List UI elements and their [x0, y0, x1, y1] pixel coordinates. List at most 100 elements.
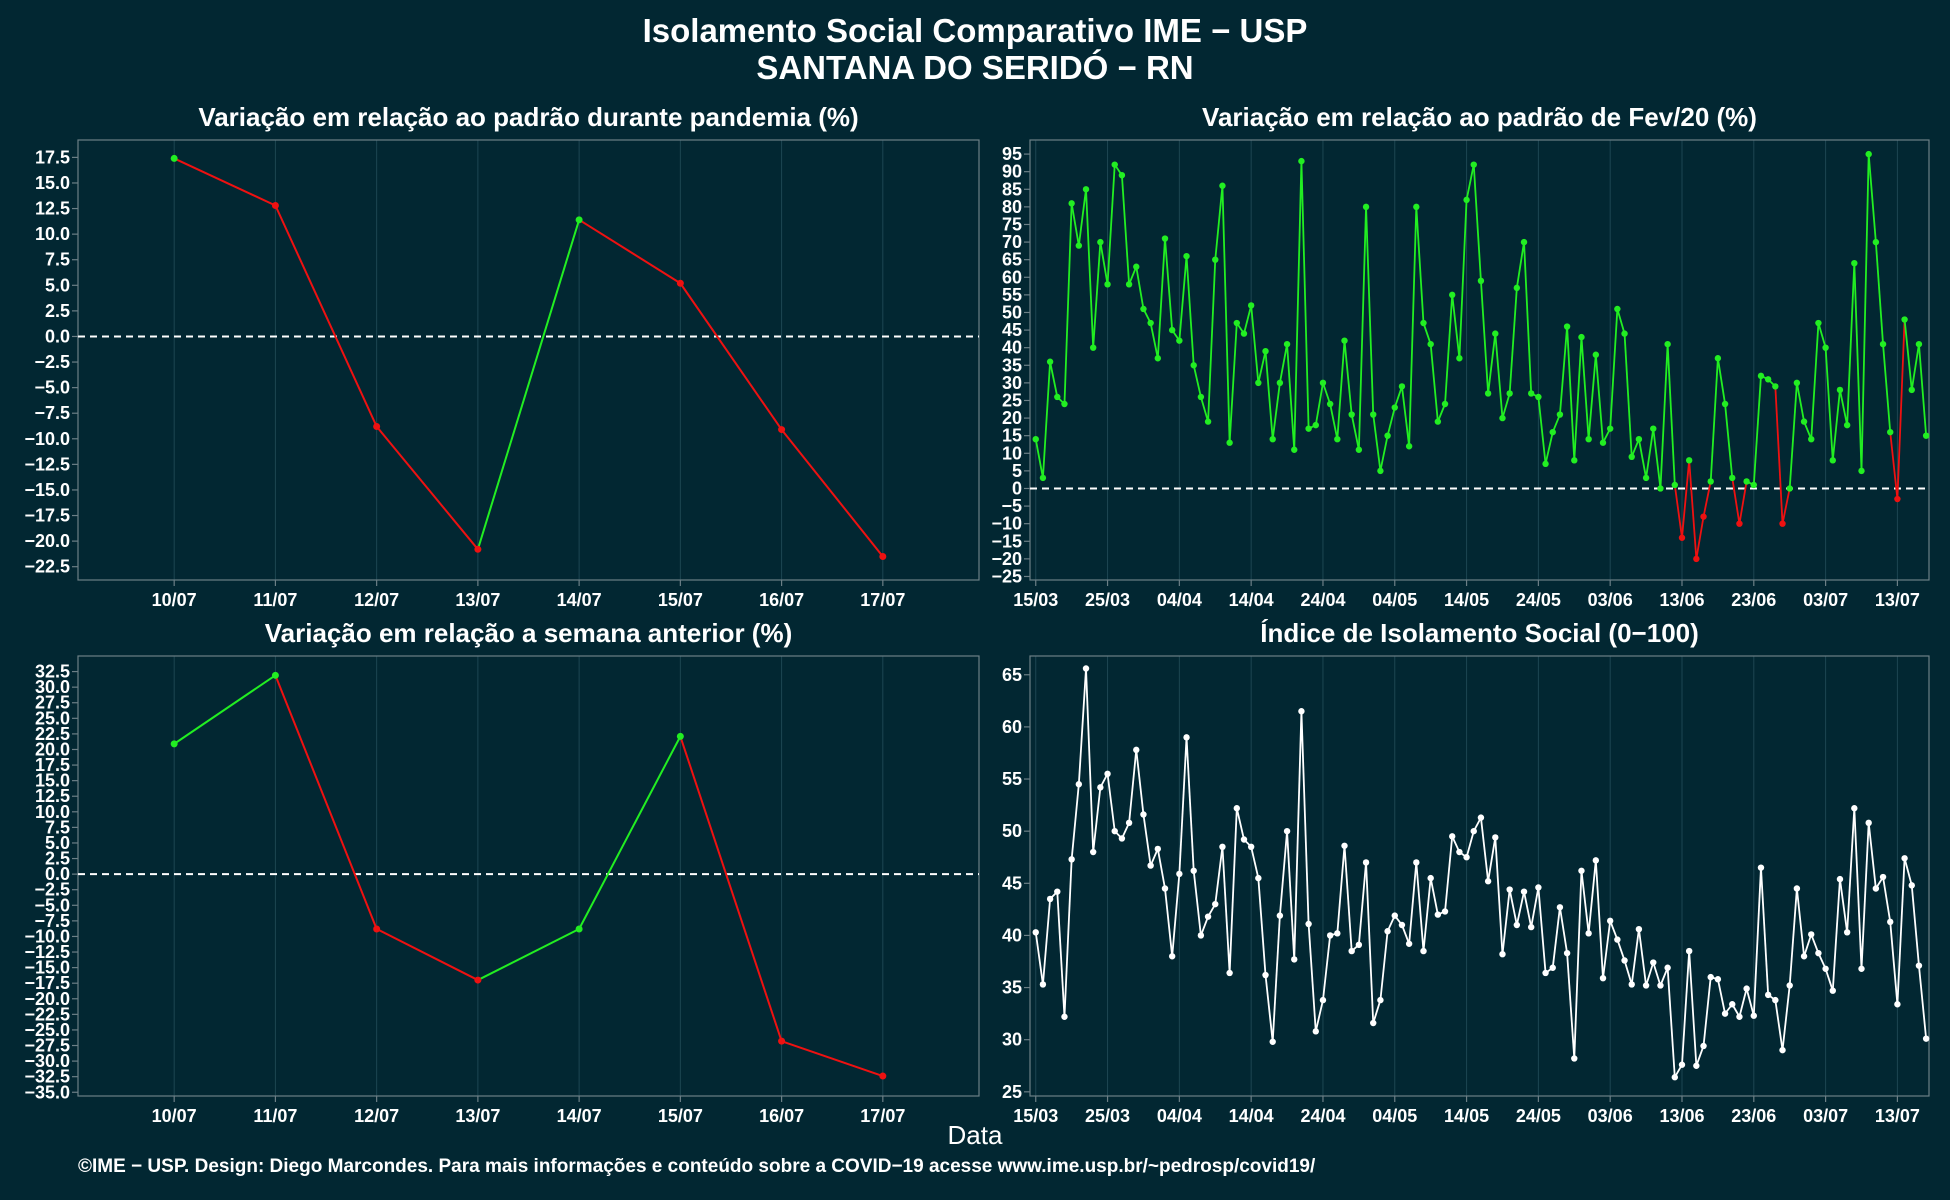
data-point [1772, 383, 1779, 390]
series-segment [1882, 876, 1892, 923]
series-segment [1781, 985, 1791, 1051]
data-point [1635, 925, 1643, 933]
data-point [1764, 991, 1772, 999]
y-tick-label: −35.0 [24, 1082, 70, 1102]
series-segment [1645, 428, 1655, 479]
series-segment [1444, 294, 1454, 405]
y-tick-label: −7.5 [34, 911, 70, 931]
data-point [1527, 390, 1535, 397]
data-point [1233, 805, 1240, 812]
data-point [1161, 885, 1169, 892]
data-point [1197, 393, 1205, 401]
data-point [1492, 834, 1499, 841]
series-segment [1774, 999, 1784, 1051]
y-tick-label: 30.0 [35, 677, 70, 697]
y-tick-label: −7.5 [34, 403, 70, 423]
data-point [1915, 962, 1923, 969]
series-segment [1393, 386, 1403, 408]
data-point [1298, 708, 1305, 715]
series-segment [1559, 907, 1568, 954]
data-point [1262, 348, 1269, 355]
data-point [1176, 870, 1183, 878]
series-segment [1515, 891, 1525, 926]
y-tick-label: 5.0 [45, 833, 70, 853]
series-segment [1709, 358, 1719, 482]
data-point [1678, 1061, 1686, 1068]
data-point [1750, 1012, 1757, 1019]
series-segment [1314, 382, 1324, 426]
data-point [1348, 411, 1355, 418]
x-tick-label: 03/06 [1588, 1106, 1633, 1126]
series-segment [1156, 238, 1166, 359]
series-segment [1472, 164, 1482, 281]
series-segment [1889, 921, 1899, 1005]
series-segment [1415, 206, 1425, 324]
data-point [1685, 947, 1693, 955]
y-tick-label: −2.5 [34, 880, 70, 900]
data-point [1743, 478, 1750, 485]
data-point [1477, 277, 1485, 284]
data-point [1858, 467, 1865, 475]
series-segment [1228, 322, 1238, 443]
data-point [1865, 150, 1872, 158]
data-point [1377, 467, 1384, 475]
x-tick-label: 10/07 [152, 1106, 197, 1126]
data-point [1894, 1001, 1901, 1008]
series-segment [1106, 773, 1116, 832]
series-segment [1401, 386, 1411, 447]
data-point [1283, 827, 1291, 835]
data-point [1082, 665, 1090, 672]
series-segment [1752, 375, 1762, 486]
series-segment [1860, 154, 1870, 471]
data-point [1319, 996, 1327, 1004]
series-segment [1738, 988, 1748, 1017]
series-segment [1415, 862, 1425, 952]
series-segment [1422, 322, 1432, 345]
data-point [1614, 936, 1621, 943]
series-segment [1142, 814, 1152, 866]
series-segment [1681, 951, 1691, 1065]
series-segment [1300, 161, 1310, 429]
data-point [1779, 1046, 1786, 1054]
series-segment [476, 219, 581, 550]
series-segment [1788, 382, 1798, 489]
series-segment [578, 218, 681, 285]
y-tick-label: 25 [1002, 1082, 1022, 1102]
series-segment [1717, 979, 1726, 1014]
data-point [1413, 203, 1420, 211]
y-tick-label: −22.5 [24, 557, 70, 577]
data-point [1068, 200, 1075, 207]
series-segment [1673, 484, 1683, 538]
series-segment [1537, 887, 1547, 974]
data-point [1434, 911, 1442, 918]
series-segment [1314, 999, 1324, 1032]
x-tick-label: 16/07 [759, 590, 804, 610]
y-tick-label: −20.0 [24, 989, 70, 1009]
series-segment [1128, 749, 1138, 823]
data-point [1793, 379, 1801, 387]
series-segment [1580, 870, 1590, 934]
panel-title: Variação em relação a semana anterior (%… [265, 618, 793, 648]
data-point [1449, 833, 1456, 840]
series-segment [1896, 319, 1906, 500]
series-segment [1559, 326, 1568, 415]
series-segment [1738, 481, 1748, 524]
y-tick-label: −32.5 [24, 1067, 70, 1087]
data-point [1527, 923, 1535, 931]
series-segment [1307, 923, 1317, 1032]
data-point [1089, 848, 1097, 856]
y-tick-label: −15.0 [24, 958, 70, 978]
x-tick-label: 24/05 [1516, 590, 1561, 610]
data-point [1743, 985, 1750, 992]
y-tick-label: 0.0 [45, 864, 70, 884]
data-point [1226, 969, 1233, 977]
y-tick-label: 25 [1002, 390, 1022, 410]
series-segment [1652, 428, 1662, 489]
series-segment [1831, 389, 1841, 461]
series-segment [1063, 203, 1073, 405]
data-point [575, 925, 583, 933]
x-tick-label: 10/07 [152, 590, 197, 610]
y-tick-label: 12.5 [35, 199, 70, 219]
data-point [1161, 235, 1169, 242]
data-point [1283, 340, 1291, 348]
